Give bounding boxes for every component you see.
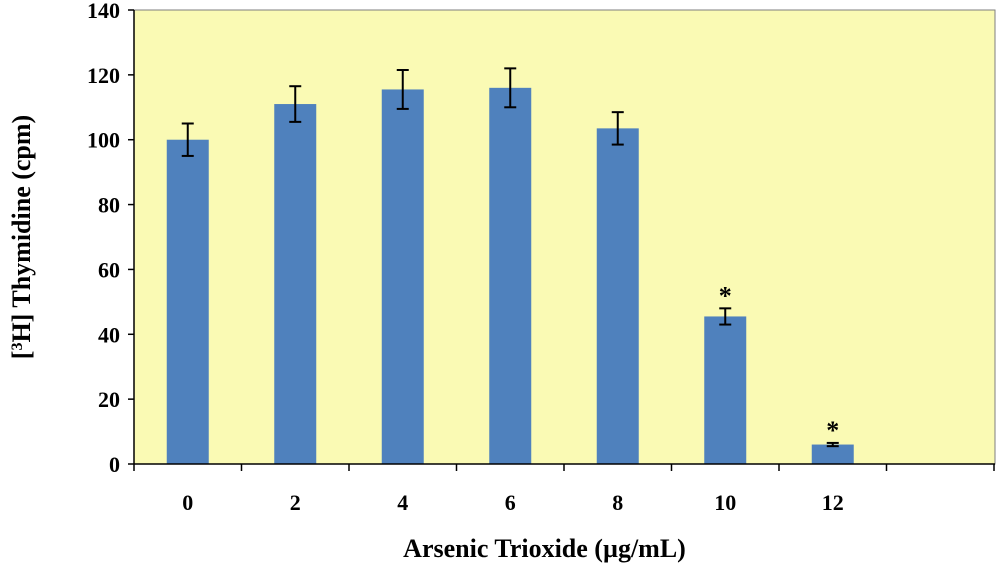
x-tick-label: 10 [714,490,736,515]
plot-area [133,9,996,465]
bars [166,87,854,465]
error-bar [396,68,409,110]
y-axis-title-prefix: [ [7,351,36,360]
error-bar [181,122,194,157]
error-bar [504,67,517,109]
bar [274,104,317,465]
y-axis-title-superscript: 3 [9,343,26,351]
x-tick-label: 6 [505,490,516,515]
bar [811,444,854,464]
x-axis-title: Arsenic Trioxide (µg/mL) [403,534,686,563]
y-tick-label: 0 [109,452,120,477]
axes [128,9,995,471]
x-tick-label: 2 [290,490,301,515]
x-tick-label: 4 [397,490,408,515]
y-tick-label: 80 [98,193,120,218]
x-tick-label: 12 [822,490,844,515]
y-tick-label: 120 [87,63,120,88]
error-bars [181,67,839,448]
bar [381,89,424,464]
significance-mark: * [719,281,732,310]
error-bar [611,111,624,146]
y-tick-label: 100 [87,128,120,153]
y-tick-label: 140 [87,0,120,23]
error-bar [289,85,302,123]
y-tick-labels: 0 20 40 60 80 100 120 140 [87,0,120,477]
bar [704,316,747,464]
error-bar [719,307,732,326]
y-axis-title-suffix: H] Thymidine (cpm) [7,115,36,343]
bar [166,139,209,464]
error-bar [826,441,839,448]
x-tick-labels: 0 2 4 6 8 10 12 [182,490,844,515]
bar [596,128,639,464]
x-tick-label: 8 [612,490,623,515]
significance-marks: ** [719,281,840,445]
y-tick-label: 60 [98,257,120,282]
y-tick-label: 40 [98,322,120,347]
bar [489,87,532,464]
x-tick-label: 0 [182,490,193,515]
y-axis-title: [3H] Thymidine (cpm) [7,115,36,359]
y-tick-label: 20 [98,387,120,412]
significance-mark: * [826,416,839,445]
